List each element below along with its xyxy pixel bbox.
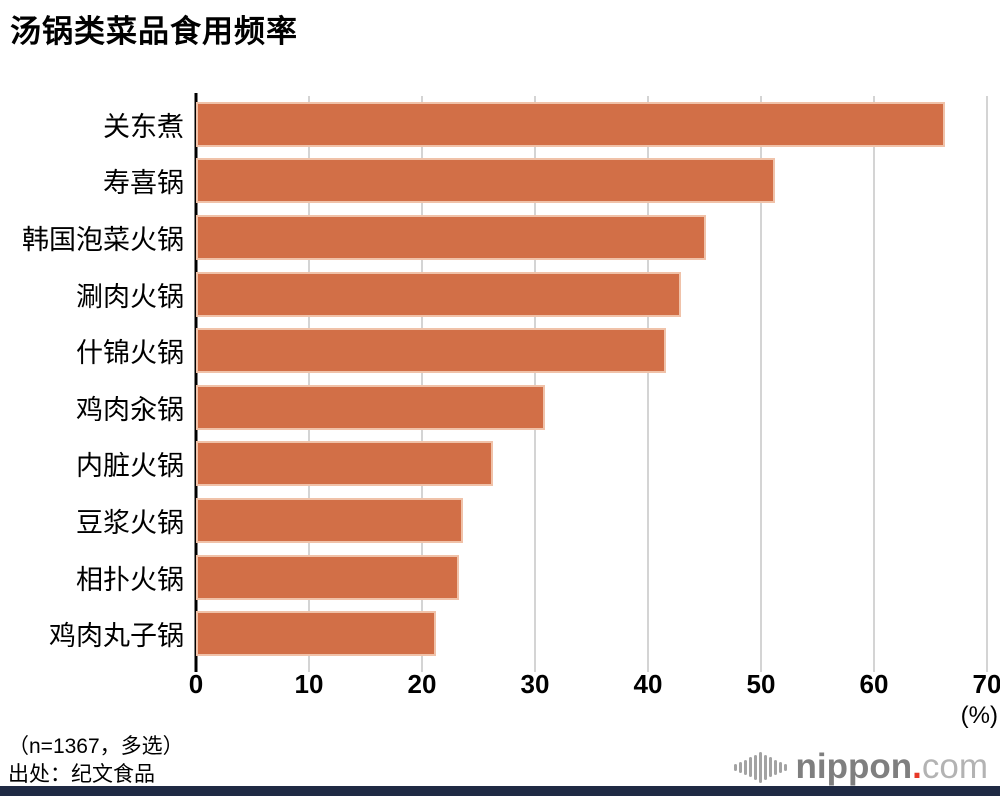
- bottom-bar: [0, 786, 1000, 796]
- page-title: 汤锅类菜品食用频率: [10, 14, 298, 49]
- bar-row: 内脏火锅: [0, 436, 987, 493]
- category-label: 鸡肉丸子锅: [49, 621, 184, 652]
- bar-row: 关东煮: [0, 96, 987, 153]
- soundwave-bar: [758, 751, 762, 783]
- soundwave-bar: [763, 754, 767, 780]
- gridline: [421, 96, 423, 662]
- soundwave-bar: [768, 757, 772, 777]
- category-label: 关东煮: [103, 111, 184, 142]
- logo-text-com: com: [921, 747, 988, 786]
- x-axis-unit: (%): [960, 702, 998, 729]
- gridline: [647, 96, 649, 662]
- soundwave-bar: [733, 763, 737, 771]
- gridline: [308, 96, 310, 662]
- tick-mark: [986, 662, 988, 672]
- gridline: [760, 96, 762, 662]
- x-tick-label: 60: [859, 669, 889, 699]
- bar: [196, 441, 494, 487]
- bar-track: [196, 379, 987, 436]
- tick-mark: [760, 662, 762, 672]
- footnote-sample: （n=1367，多选）: [8, 735, 184, 758]
- tick-mark: [873, 662, 875, 672]
- tick-mark: [421, 662, 423, 672]
- bar-row: 什锦火锅: [0, 322, 987, 379]
- bar-track: [196, 549, 987, 606]
- bar-row: 鸡肉汆锅: [0, 379, 987, 436]
- x-axis-labels: 0 10 20 30 40 50 60 70: [189, 666, 1000, 702]
- soundwave-bar: [738, 761, 742, 773]
- bar-row: 豆浆火锅: [0, 492, 987, 549]
- soundwave-bar: [753, 754, 757, 780]
- gridline: [534, 96, 536, 662]
- tick-mark: [308, 662, 310, 672]
- soundwave-icon: [733, 750, 787, 784]
- category-label: 韩国泡菜火锅: [22, 224, 184, 255]
- bar-track: [196, 436, 987, 493]
- soundwave-bar: [773, 759, 777, 775]
- bar: [196, 158, 775, 204]
- logo-dot: .: [912, 747, 922, 786]
- bar-track: [196, 492, 987, 549]
- category-label: 涮肉火锅: [76, 281, 184, 312]
- logo-text: nippon.com: [796, 747, 988, 787]
- x-tick-label: 40: [633, 669, 663, 699]
- tick-mark: [647, 662, 649, 672]
- bar-track: [196, 322, 987, 379]
- logo-text-nippon: nippon: [795, 747, 913, 786]
- bar-track: [196, 605, 987, 662]
- bar-row: 韩国泡菜火锅: [0, 209, 987, 266]
- bar: [196, 384, 546, 430]
- bar: [196, 497, 463, 543]
- bar: [196, 101, 946, 147]
- x-tick-label: 10: [294, 669, 324, 699]
- x-tick-label: 50: [746, 669, 776, 699]
- y-axis-line: [194, 93, 198, 662]
- bar-track: [196, 96, 987, 153]
- soundwave-bar: [743, 759, 747, 775]
- soundwave-bar: [778, 761, 782, 773]
- bar: [196, 214, 706, 260]
- footnote: （n=1367，多选） 出处：纪文食品: [8, 733, 184, 789]
- x-tick-label: 70: [972, 669, 1000, 699]
- bar-row: 相扑火锅: [0, 549, 987, 606]
- x-tick-label: 20: [407, 669, 437, 699]
- bar-rows: 关东煮寿喜锅韩国泡菜火锅涮肉火锅什锦火锅鸡肉汆锅内脏火锅豆浆火锅相扑火锅鸡肉丸子…: [0, 96, 987, 662]
- bar-track: [196, 266, 987, 323]
- bar-row: 鸡肉丸子锅: [0, 605, 987, 662]
- bar: [196, 611, 436, 657]
- gridline: [986, 96, 988, 662]
- soundwave-bar: [748, 757, 752, 777]
- bar: [196, 554, 460, 600]
- category-label: 相扑火锅: [76, 564, 184, 595]
- bar-track: [196, 153, 987, 210]
- bar: [196, 328, 667, 374]
- category-label: 内脏火锅: [76, 451, 184, 482]
- tick-mark: [194, 662, 198, 672]
- tick-mark: [534, 662, 536, 672]
- x-tick-label: 30: [520, 669, 550, 699]
- bar: [196, 271, 681, 317]
- bar-row: 涮肉火锅: [0, 266, 987, 323]
- category-label: 鸡肉汆锅: [76, 394, 184, 425]
- footnote-source: 出处：纪文食品: [8, 763, 155, 786]
- bar-row: 寿喜锅: [0, 153, 987, 210]
- category-label: 什锦火锅: [76, 338, 184, 369]
- nippon-logo: nippon.com: [733, 747, 988, 787]
- gridline: [873, 96, 875, 662]
- plot-area: [194, 93, 988, 672]
- category-label: 寿喜锅: [103, 168, 184, 199]
- bar-track: [196, 209, 987, 266]
- x-tick-label: 0: [188, 669, 204, 699]
- category-label: 豆浆火锅: [76, 507, 184, 538]
- soundwave-bar: [783, 763, 787, 771]
